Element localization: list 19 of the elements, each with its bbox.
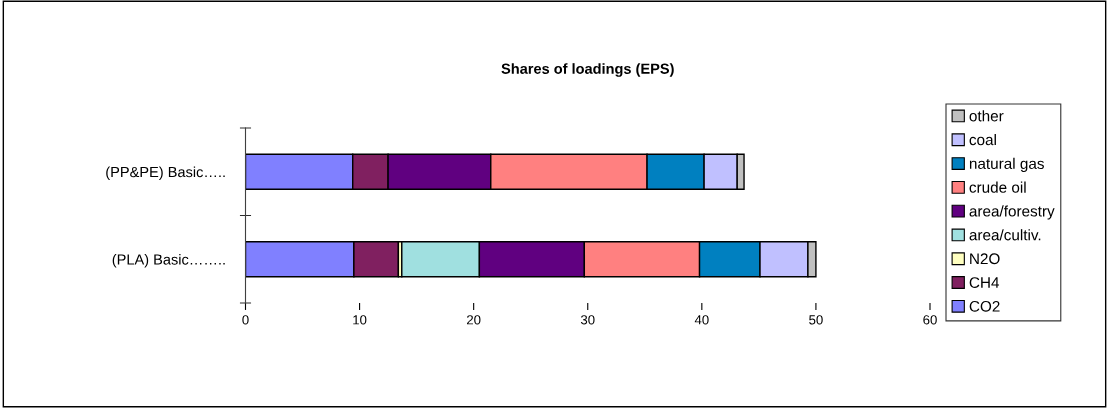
y-tick-label: (PLA) Basic…….. [112,253,225,268]
x-tick-label: 60 [923,315,937,325]
x-tick-label: 50 [809,315,823,325]
chart-title: Shares of loadings (EPS) [501,63,674,77]
legend-label: CO2 [969,300,1000,312]
x-tick-label: 10 [353,315,367,325]
x-tick-label: 30 [580,315,595,325]
y-tick-label: (PP&PE) Basic….. [106,166,225,181]
legend-label: area/cultiv. [969,229,1041,241]
legend-label: other [969,110,1004,122]
legend-label: N2O [970,253,1000,265]
x-tick-label: 20 [466,315,481,325]
legend-label: area/forestry [969,205,1055,220]
legend-label: natural gas [969,157,1044,173]
legend-label: coal [969,133,996,146]
legend-label: CH4 [969,277,1000,288]
legend-label: crude oil [969,181,1026,193]
x-tick-label: 40 [694,315,709,325]
x-tick-label: 0 [242,315,249,325]
